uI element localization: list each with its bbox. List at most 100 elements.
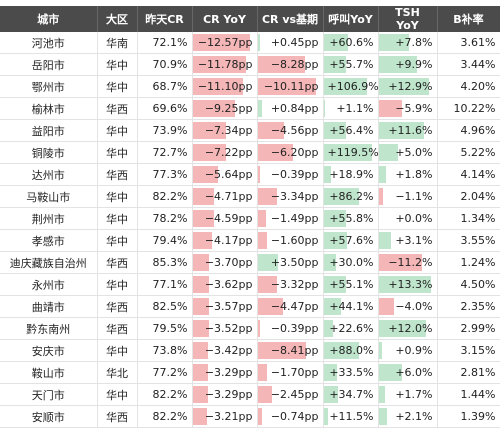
cell-text: 华西 (106, 323, 128, 336)
data-bar (258, 232, 267, 249)
cell-text: 4.96% (461, 124, 496, 137)
cell-text: +88.0% (329, 344, 373, 357)
cell-text: 82.2% (153, 410, 188, 423)
cell-text: +5.0% (395, 146, 432, 159)
cell-text: 72.7% (153, 146, 188, 159)
cell-text: +6.0% (395, 366, 432, 379)
table-cell: +3.1% (378, 230, 437, 252)
cell-text: 82.2% (153, 388, 188, 401)
table-cell: −11.10pp (192, 76, 257, 98)
cell-text: −11.78pp (198, 58, 253, 71)
cell-text: 华中 (106, 191, 128, 204)
cell-text: 华西 (106, 103, 128, 116)
table-cell: −4.56pp (257, 120, 323, 142)
table-cell: 68.7% (137, 76, 192, 98)
table-cell: −3.29pp (192, 362, 257, 384)
cell-text: −3.57pp (205, 300, 253, 313)
cell-text: −4.17pp (205, 234, 253, 247)
table-cell: 85.3% (137, 252, 192, 274)
cell-text: +1.8% (395, 168, 432, 181)
table-cell: +60.6% (323, 32, 378, 54)
table-cell: 华中 (97, 230, 137, 252)
cell-text: 华北 (106, 367, 128, 380)
table-cell: −3.70pp (192, 252, 257, 274)
cell-text: 3.55% (461, 234, 496, 247)
cell-text: 10.22% (454, 102, 496, 115)
cell-text: 77.3% (153, 168, 188, 181)
table-cell: −3.34pp (257, 186, 323, 208)
cell-text: 华中 (106, 59, 128, 72)
table-cell: 永州市 (0, 274, 97, 296)
table-cell: 华西 (97, 318, 137, 340)
table-cell: 华西 (97, 98, 137, 120)
data-bar (258, 364, 268, 381)
cell-text: 4.20% (461, 80, 496, 93)
cell-text: +1.7% (395, 388, 432, 401)
cell-text: 益阳市 (32, 125, 65, 138)
cell-text: 3.15% (461, 344, 496, 357)
table-cell: 4.20% (437, 76, 500, 98)
cell-text: 华西 (106, 169, 128, 182)
cell-text: 1.39% (461, 410, 496, 423)
table-cell: +6.0% (378, 362, 437, 384)
table-cell: −5.64pp (192, 164, 257, 186)
table-cell: 华中 (97, 340, 137, 362)
cell-text: 1.44% (461, 388, 496, 401)
cell-text: −1.60pp (271, 234, 319, 247)
table-cell: −3.42pp (192, 340, 257, 362)
cell-text: −3.32pp (271, 278, 319, 291)
table-cell: 4.96% (437, 120, 500, 142)
table-cell: 荆州市 (0, 208, 97, 230)
table-cell: +86.2% (323, 186, 378, 208)
header-cell: CR vs基期 (257, 6, 323, 32)
cell-text: 达州市 (32, 169, 65, 182)
cell-text: +12.9% (388, 80, 432, 93)
header-cell: 昨天CR (137, 6, 192, 32)
table-cell: +0.84pp (257, 98, 323, 120)
cell-text: −3.29pp (205, 366, 253, 379)
table-cell: +1.8% (378, 164, 437, 186)
header-cell: TSH YoY (378, 6, 437, 32)
data-bar (258, 210, 267, 227)
table-cell: 华中 (97, 208, 137, 230)
table-cell: +7.8% (378, 32, 437, 54)
cell-text: 安顺市 (32, 411, 65, 424)
cell-text: 华中 (106, 125, 128, 138)
table-cell: −1.60pp (257, 230, 323, 252)
cell-text: 4.14% (461, 168, 496, 181)
table-cell: 5.22% (437, 142, 500, 164)
table-cell: +119.5% (323, 142, 378, 164)
table-cell: 鞍山市 (0, 362, 97, 384)
table-cell: 2.35% (437, 296, 500, 318)
table-cell: 1.24% (437, 252, 500, 274)
table-cell: +88.0% (323, 340, 378, 362)
cell-text: 2.04% (461, 190, 496, 203)
cell-text: −3.62pp (205, 278, 253, 291)
cell-text: −11.10pp (198, 80, 253, 93)
cell-text: 华南 (106, 37, 128, 50)
cell-text: 铜陵市 (32, 147, 65, 160)
cell-text: +2.1% (395, 410, 432, 423)
table-cell: −3.21pp (192, 406, 257, 428)
data-bar (379, 342, 383, 359)
table-cell: 2.99% (437, 318, 500, 340)
table-cell: −5.9% (378, 98, 437, 120)
cell-text: +3.1% (395, 234, 432, 247)
cell-text: +0.9% (395, 344, 432, 357)
cell-text: +11.6% (388, 124, 432, 137)
table-cell: +57.6% (323, 230, 378, 252)
cell-text: −11.2% (388, 256, 432, 269)
data-bar (379, 408, 387, 425)
table-cell: 69.6% (137, 98, 192, 120)
cell-text: 69.6% (153, 102, 188, 115)
table-cell: 华中 (97, 76, 137, 98)
